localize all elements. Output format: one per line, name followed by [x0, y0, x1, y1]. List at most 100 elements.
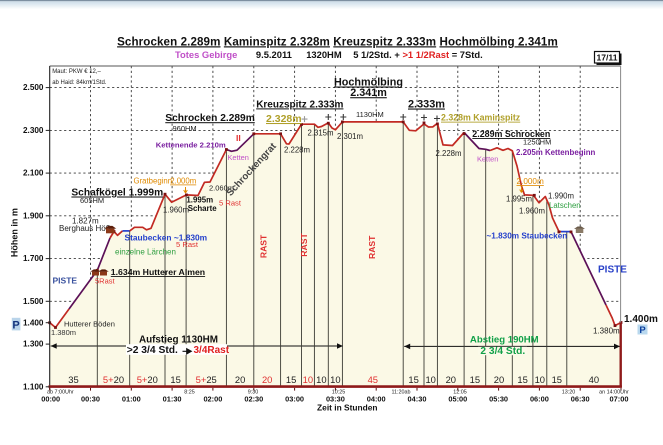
svg-text:03:30: 03:30 [326, 394, 345, 403]
svg-text:ab Haid: 84km/1Std.: ab Haid: 84km/1Std. [52, 80, 107, 86]
svg-text:Aufstieg 1130HM: Aufstieg 1130HM [139, 334, 218, 345]
svg-text:10: 10 [316, 374, 326, 385]
svg-text:10: 10 [330, 374, 340, 385]
svg-text:RAST: RAST [259, 234, 269, 258]
svg-text:Abstieg 190HM: Abstieg 190HM [470, 335, 539, 346]
svg-text:10: 10 [303, 374, 313, 385]
svg-text:Schrocken 2.289m Kaminspitz 2.: Schrocken 2.289m Kaminspitz 2.328m Kreuz… [117, 35, 558, 48]
svg-text:15: 15 [517, 374, 527, 385]
svg-text:1.900: 1.900 [23, 211, 44, 220]
svg-text:11:20ab: 11:20ab [391, 390, 410, 396]
svg-text:2.000m: 2.000m [170, 177, 196, 186]
svg-text:Gratbeginn: Gratbeginn [134, 177, 173, 186]
svg-text:15: 15 [408, 374, 418, 385]
svg-text:Kettenende 2.210m: Kettenende 2.210m [156, 141, 226, 150]
svg-text:RAST: RAST [367, 235, 377, 259]
svg-text:1.380m: 1.380m [593, 327, 620, 336]
svg-text:Ketten: Ketten [477, 155, 498, 164]
svg-text:15: 15 [552, 374, 562, 385]
svg-text:Totes Gebirge: Totes Gebirge [175, 49, 237, 60]
svg-text:1.300: 1.300 [23, 340, 44, 349]
svg-text:2.205m Kettenbeginn: 2.205m Kettenbeginn [516, 148, 596, 157]
svg-text:1.990m: 1.990m [548, 192, 574, 201]
svg-text:2.500: 2.500 [23, 83, 44, 92]
svg-text:Schrocken 2.289m: Schrocken 2.289m [165, 113, 254, 124]
svg-text:an 14:00Uhr: an 14:00Uhr [599, 390, 629, 396]
svg-text:5Rast: 5Rast [95, 277, 116, 286]
svg-text:II: II [236, 133, 241, 143]
svg-text:1.700: 1.700 [23, 254, 44, 263]
svg-text:Scharte: Scharte [188, 204, 218, 213]
svg-text:15: 15 [470, 374, 480, 385]
svg-text:10: 10 [425, 374, 435, 385]
svg-text:ab 7:00Uhr: ab 7:00Uhr [47, 390, 74, 396]
svg-text:2.341m: 2.341m [350, 87, 387, 99]
svg-text:10: 10 [535, 374, 545, 385]
svg-text:02:30: 02:30 [244, 394, 263, 403]
svg-text:35: 35 [68, 374, 78, 385]
svg-text:2 3/4 Std.: 2 3/4 Std. [480, 346, 525, 357]
svg-text:13:20: 13:20 [562, 390, 576, 396]
svg-text:5+25: 5+25 [196, 374, 217, 385]
svg-text:45: 45 [368, 374, 378, 385]
svg-text:1320HM: 1320HM [306, 49, 342, 60]
svg-text:1.380m: 1.380m [51, 328, 76, 337]
svg-text:Schafkögel 1.999m: Schafkögel 1.999m [71, 188, 163, 199]
svg-text:2.333m: 2.333m [408, 99, 445, 111]
svg-text:1.960m: 1.960m [163, 206, 189, 215]
svg-text:Berghaus Höß: Berghaus Höß [59, 224, 111, 233]
svg-text:02:00: 02:00 [203, 394, 222, 403]
svg-text:PISTE: PISTE [598, 265, 627, 276]
svg-text:2.289m Schrocken: 2.289m Schrocken [472, 129, 550, 139]
svg-text:5+20: 5+20 [137, 374, 158, 385]
svg-text:9:30: 9:30 [248, 390, 259, 396]
svg-text:1.400: 1.400 [23, 318, 44, 327]
svg-text:20: 20 [262, 374, 272, 385]
svg-text:605HM: 605HM [80, 196, 104, 205]
svg-text:9.5.2011: 9.5.2011 [256, 49, 292, 60]
svg-text:1250HM: 1250HM [523, 137, 551, 146]
svg-text:04:00: 04:00 [367, 394, 386, 403]
svg-text:05:30: 05:30 [489, 394, 508, 403]
svg-text:1130HM: 1130HM [356, 110, 384, 119]
svg-text:00:30: 00:30 [81, 394, 100, 403]
svg-text:5 Rast: 5 Rast [176, 240, 199, 249]
svg-text:P: P [12, 319, 19, 331]
svg-text:01:30: 01:30 [163, 394, 182, 403]
svg-text:2.000m: 2.000m [517, 177, 544, 186]
svg-text:2.300: 2.300 [23, 126, 44, 135]
svg-text:Maut: PKW € 12,–: Maut: PKW € 12,– [52, 69, 101, 75]
svg-text:2.301m: 2.301m [337, 132, 363, 141]
svg-text:einzelne Lärchen: einzelne Lärchen [115, 248, 176, 257]
svg-text:10:25: 10:25 [332, 390, 346, 396]
svg-text:1.995m: 1.995m [186, 195, 213, 204]
svg-text:04:30: 04:30 [408, 394, 427, 403]
svg-text:1.634m Hutterer Almen: 1.634m Hutterer Almen [111, 267, 205, 277]
svg-text:12:05: 12:05 [453, 390, 467, 396]
svg-text:Höhen in m: Höhen in m [10, 208, 20, 257]
svg-text:03:00: 03:00 [285, 394, 304, 403]
svg-text:Ketten: Ketten [228, 153, 249, 162]
svg-text:00:00: 00:00 [41, 394, 60, 403]
svg-text:2.100: 2.100 [23, 169, 44, 178]
svg-text:05:00: 05:00 [448, 394, 467, 403]
svg-text:1.995m: 1.995m [506, 195, 532, 204]
svg-text:8:25: 8:25 [184, 390, 195, 396]
svg-text:20: 20 [235, 374, 245, 385]
svg-text:1.827m: 1.827m [72, 217, 99, 226]
svg-text:15: 15 [286, 374, 296, 385]
svg-text:17/11: 17/11 [596, 53, 617, 63]
svg-text:2.228m: 2.228m [284, 145, 310, 154]
svg-text:960HM: 960HM [173, 124, 197, 133]
svg-text:2.060m: 2.060m [209, 183, 234, 192]
svg-text:2.228m: 2.228m [436, 149, 462, 158]
svg-text:20: 20 [446, 374, 456, 385]
svg-text:2.315m: 2.315m [308, 129, 334, 138]
svg-text:1.960m: 1.960m [519, 207, 545, 216]
svg-text:2.328m Kaminspitz: 2.328m Kaminspitz [441, 113, 521, 123]
svg-text:~1.830m Staubecken: ~1.830m Staubecken [487, 231, 568, 240]
svg-text:5 Rast: 5 Rast [219, 199, 242, 208]
svg-text:RAST: RAST [299, 233, 309, 257]
svg-text:P: P [639, 325, 646, 336]
svg-text:Hutterer Böden: Hutterer Böden [64, 320, 115, 329]
